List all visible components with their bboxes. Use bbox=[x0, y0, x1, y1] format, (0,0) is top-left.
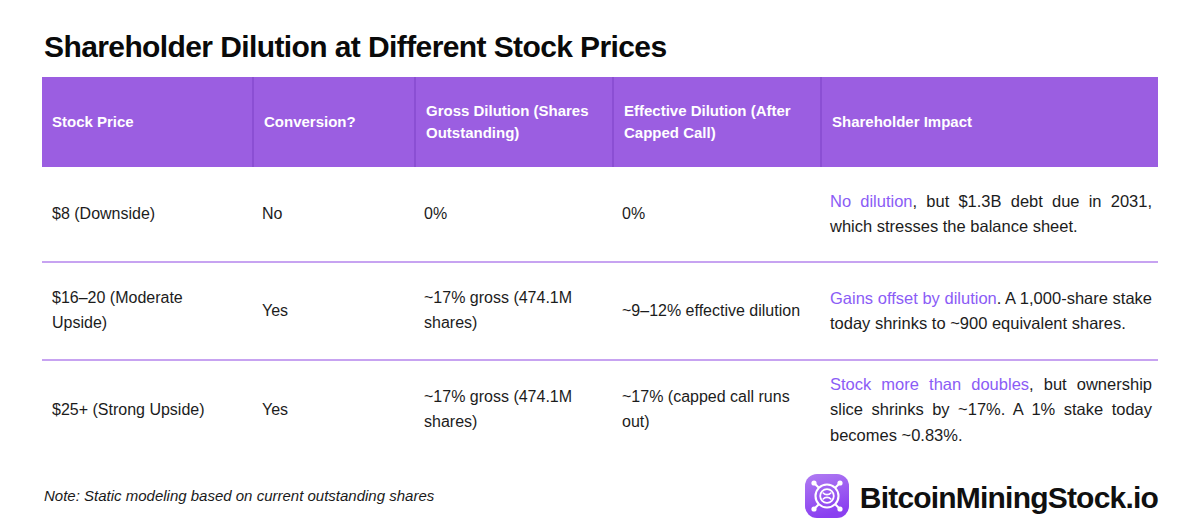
cell-stock-price: $25+ (Strong Upside) bbox=[42, 361, 252, 459]
impact-highlight: Stock more than doubles bbox=[830, 375, 1029, 393]
footer: Note: Static modeling based on current o… bbox=[44, 473, 1158, 523]
column-header-stock-price: Stock Price bbox=[42, 77, 252, 167]
column-header-effective-dilution: Effective Dilution (After Capped Call) bbox=[612, 77, 820, 167]
column-header-conversion: Conversion? bbox=[252, 77, 414, 167]
impact-text: Stock more than doubles, but ownership s… bbox=[830, 372, 1152, 447]
brand-name: BitcoinMiningStock.io bbox=[860, 481, 1158, 515]
cell-conversion: Yes bbox=[252, 263, 414, 359]
column-header-shareholder-impact: Shareholder Impact bbox=[820, 77, 1158, 167]
cell-conversion: No bbox=[252, 167, 414, 261]
cell-gross-dilution: 0% bbox=[414, 167, 612, 261]
table-row: $8 (Downside) No 0% 0% No dilution, but … bbox=[42, 167, 1158, 261]
cell-effective-dilution: ~17% (capped call runs out) bbox=[612, 361, 820, 459]
impact-text: No dilution, but $1.3B debt due in 2031,… bbox=[830, 189, 1152, 239]
cell-shareholder-impact: Stock more than doubles, but ownership s… bbox=[820, 361, 1158, 459]
footnote: Note: Static modeling based on current o… bbox=[44, 487, 434, 504]
table-row: $25+ (Strong Upside) Yes ~17% gross (474… bbox=[42, 359, 1158, 459]
column-header-gross-dilution: Gross Dilution (Shares Outstanding) bbox=[414, 77, 612, 167]
impact-highlight: Gains offset by dilution bbox=[830, 289, 997, 307]
table-row: $16–20 (Moderate Upside) Yes ~17% gross … bbox=[42, 261, 1158, 359]
cell-shareholder-impact: No dilution, but $1.3B debt due in 2031,… bbox=[820, 167, 1158, 261]
impact-highlight: No dilution bbox=[830, 192, 913, 210]
page-title: Shareholder Dilution at Different Stock … bbox=[44, 30, 1200, 64]
cell-effective-dilution: ~9–12% effective dilution bbox=[612, 263, 820, 359]
cell-stock-price: $8 (Downside) bbox=[42, 167, 252, 261]
cell-conversion: Yes bbox=[252, 361, 414, 459]
brand-logo: BitcoinMiningStock.io bbox=[804, 473, 1158, 523]
cell-stock-price: $16–20 (Moderate Upside) bbox=[42, 263, 252, 359]
cell-effective-dilution: 0% bbox=[612, 167, 820, 261]
table-header-row: Stock Price Conversion? Gross Dilution (… bbox=[42, 77, 1158, 167]
impact-text: Gains offset by dilution. A 1,000-share … bbox=[830, 286, 1152, 336]
cell-gross-dilution: ~17% gross (474.1M shares) bbox=[414, 263, 612, 359]
cell-shareholder-impact: Gains offset by dilution. A 1,000-share … bbox=[820, 263, 1158, 359]
dilution-table: Stock Price Conversion? Gross Dilution (… bbox=[42, 77, 1158, 459]
miner-fan-icon bbox=[804, 473, 850, 523]
cell-gross-dilution: ~17% gross (474.1M shares) bbox=[414, 361, 612, 459]
